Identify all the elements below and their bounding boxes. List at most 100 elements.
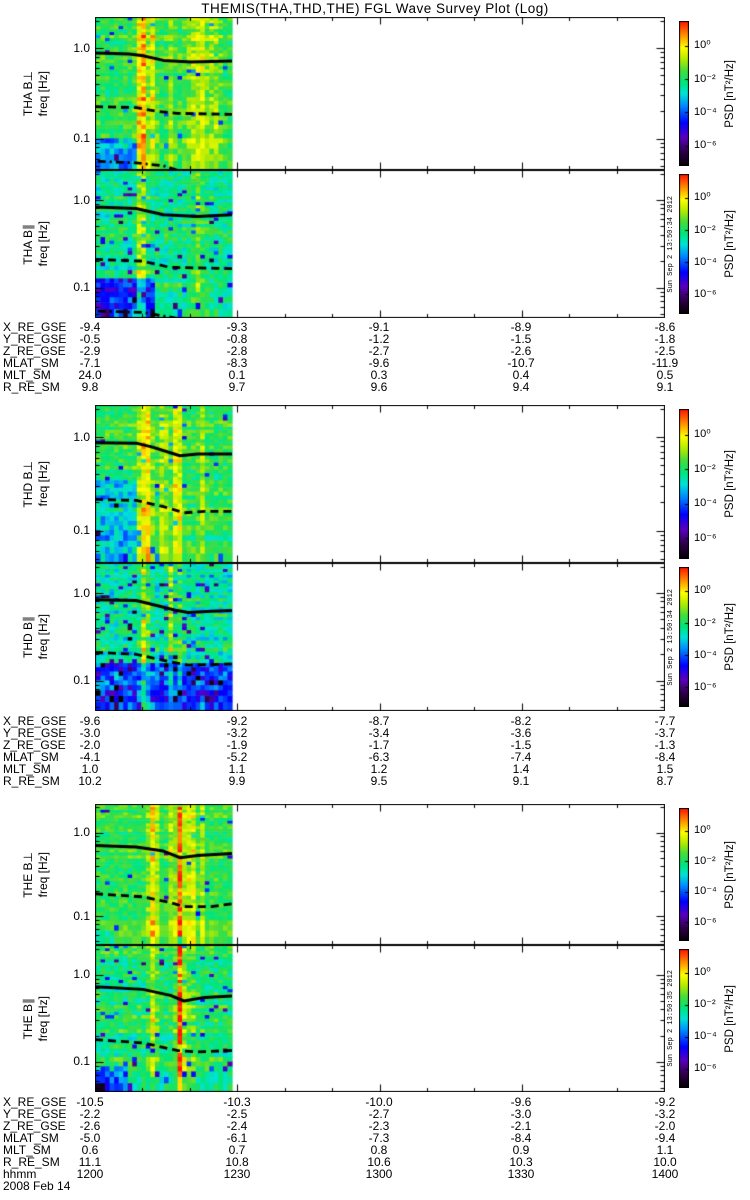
- ephemeris-value: 1.4: [512, 762, 530, 776]
- timestamp-text: Sun Sep 2 13:50:35 2012: [666, 970, 675, 1067]
- ephemeris-value: -8.3: [226, 356, 248, 370]
- ephemeris-value: -8.4: [510, 1131, 532, 1145]
- panel-name-label: THE B⊥: [20, 851, 35, 898]
- colorbar-tick-label: 10⁻²: [694, 462, 716, 475]
- ephemeris-value: -2.5: [226, 1107, 248, 1121]
- colorbar-tick-label: 10⁻²: [694, 616, 716, 629]
- ephemeris-value: -4.1: [79, 750, 101, 764]
- ephemeris-value: -2.7: [368, 344, 390, 358]
- ephemeris-value: -7.3: [368, 1131, 390, 1145]
- ephemeris-row-label: hhmm: [3, 1167, 37, 1181]
- colorbar-tick-label: 10⁻⁶: [694, 1062, 717, 1075]
- freq-tick-label: 1.0: [73, 585, 90, 600]
- ephemeris-value: -9.3: [226, 320, 248, 334]
- ephemeris-value: 1.5: [656, 762, 674, 776]
- y-axis-label-group: THA B⊥ freq [Hz]: [14, 17, 58, 170]
- panel-the-bpar: THE B∥ freq [Hz] Sun Sep 2 13:50:35 2012…: [0, 945, 750, 1092]
- ephemeris-value: -9.4: [654, 1131, 676, 1145]
- ephemeris-row-mlt_sm: MLT_SM 24.0 0.1 0.3 0.4 0.5: [0, 369, 750, 381]
- ephemeris-value: 1400: [651, 1167, 679, 1181]
- ephemeris-table-the: X_RE_GSE -10.5 -10.3 -10.0 -9.6 -9.2 Y_RE_GSE -…: [0, 1096, 750, 1182]
- freq-tick-label: 1.0: [73, 192, 90, 207]
- ephemeris-value: 1.1: [228, 762, 246, 776]
- ephemeris-value: -8.6: [654, 320, 676, 334]
- ephemeris-row-label: Z_RE_GSE: [3, 344, 66, 358]
- ephemeris-value: 9.8: [81, 380, 99, 394]
- freq-tick-label: 0.1: [73, 280, 90, 295]
- ephemeris-value: -8.2: [510, 714, 532, 728]
- ephemeris-row-r_re_sm: R_RE_SM 9.8 9.7 9.6 9.4 9.1: [0, 381, 750, 393]
- ephemeris-value: -10.0: [365, 1095, 393, 1109]
- ephemeris-value: 1200: [76, 1167, 104, 1181]
- ephemeris-row-z_re_gse: Z_RE_GSE -2.0 -1.9 -1.7 -1.5 -1.3: [0, 739, 750, 751]
- ephemeris-value: 1330: [507, 1167, 535, 1181]
- freq-axis-label: freq [Hz]: [35, 614, 50, 660]
- ephemeris-row-label: R_RE_SM: [3, 774, 60, 788]
- ephemeris-value: -0.5: [79, 332, 101, 346]
- freq-tick-label: 0.1: [73, 131, 90, 146]
- colorbar-the-bperp: [679, 808, 689, 941]
- ephemeris-row-y_re_gse: Y_RE_GSE -3.0 -3.2 -3.4 -3.6 -3.7: [0, 727, 750, 739]
- ephemeris-value: -2.9: [79, 344, 101, 358]
- ephemeris-value: 8.7: [656, 774, 674, 788]
- freq-axis-label: freq [Hz]: [35, 995, 50, 1042]
- ephemeris-value: -9.1: [368, 320, 390, 334]
- ephemeris-table-tha: X_RE_GSE -9.4 -9.3 -9.1 -8.9 -8.6 Y_RE_GSE -0.5…: [0, 321, 750, 395]
- ephemeris-value: -2.8: [226, 344, 248, 358]
- colorbar-tick-label: 10⁰: [694, 584, 711, 597]
- ephemeris-value: -3.2: [654, 1107, 676, 1121]
- colorbar-tick-label: 10⁻²: [694, 854, 716, 867]
- colorbar-tick-label: 10⁻⁴: [694, 1030, 717, 1043]
- panel-thd-bperp: THD B⊥ freq [Hz] PSD [nT²/Hz] 1.0 0.1 10⁰ 1…: [0, 405, 750, 563]
- y-axis-label-group: THE B∥ freq [Hz]: [14, 945, 58, 1092]
- freq-tick-label: 0.1: [73, 673, 90, 688]
- ephemeris-row-r_re_sm: R_RE_SM 10.2 9.9 9.5 9.1 8.7: [0, 775, 750, 787]
- ephemeris-row-label: X_RE_GSE: [3, 714, 67, 728]
- ephemeris-row-label: MLAT_SM: [3, 356, 59, 370]
- panel-name-label: THD B∥: [20, 616, 35, 658]
- ephemeris-row-mlat_sm: MLAT_SM -5.0 -6.1 -7.3 -8.4 -9.4: [0, 1132, 750, 1144]
- panel-tha-bperp: THA B⊥ freq [Hz] PSD [nT²/Hz] 1.0 0.1 10⁰ 1…: [0, 17, 750, 170]
- ephemeris-row-label: R_RE_SM: [3, 1155, 60, 1169]
- ephemeris-row-x_re_gse: X_RE_GSE -10.5 -10.3 -10.0 -9.6 -9.2: [0, 1096, 750, 1108]
- ephemeris-value: 0.7: [228, 1143, 246, 1157]
- ephemeris-row-label: Z_RE_GSE: [3, 738, 66, 752]
- ephemeris-value: -2.1: [510, 1119, 532, 1133]
- ephemeris-value: 9.5: [370, 774, 388, 788]
- colorbar-tha-bperp: [679, 21, 689, 166]
- freq-tick-label: 1.0: [73, 40, 90, 55]
- ephemeris-value: 0.5: [656, 368, 674, 382]
- freq-tick-label: 0.1: [73, 523, 90, 538]
- ephemeris-value: -1.3: [654, 738, 676, 752]
- ephemeris-value: -2.7: [368, 1107, 390, 1121]
- freq-axis-label: freq [Hz]: [35, 461, 50, 507]
- ephemeris-value: -3.6: [510, 726, 532, 740]
- ephemeris-value: 1.2: [370, 762, 388, 776]
- ephemeris-value: -7.7: [654, 714, 676, 728]
- spectrogram-tha-bperp: [95, 17, 665, 170]
- colorbar-tha-bpar: [679, 174, 689, 314]
- spectrogram-thd-bpar: [95, 563, 665, 711]
- y-axis-label-group: THD B⊥ freq [Hz]: [14, 405, 58, 563]
- ephemeris-value: -0.8: [226, 332, 248, 346]
- ephemeris-value: 9.6: [370, 380, 388, 394]
- ephemeris-value: -6.3: [368, 750, 390, 764]
- ephemeris-value: -7.4: [510, 750, 532, 764]
- timestamp-text: Sun Sep 2 13:50:34 2012: [666, 588, 675, 686]
- ephemeris-value: 0.9: [512, 1143, 530, 1157]
- ephemeris-value: 0.6: [81, 1143, 99, 1157]
- ephemeris-row-label: X_RE_GSE: [3, 320, 67, 334]
- ephemeris-row-y_re_gse: Y_RE_GSE -2.2 -2.5 -2.7 -3.0 -3.2: [0, 1108, 750, 1120]
- colorbar-tick-label: 10⁻²: [694, 998, 716, 1011]
- freq-tick-label: 0.1: [73, 908, 90, 923]
- y-axis-label-group: THD B∥ freq [Hz]: [14, 563, 58, 711]
- ephemeris-value: -5.0: [79, 1131, 101, 1145]
- ephemeris-row-label: Y_RE_GSE: [3, 726, 67, 740]
- ephemeris-row-label: Y_RE_GSE: [3, 1107, 67, 1121]
- plot-title: THEMIS(THA,THD,THE) FGL Wave Survey Plot…: [201, 1, 549, 16]
- panel-thd-bpar: THD B∥ freq [Hz] Sun Sep 2 13:50:34 2012…: [0, 563, 750, 711]
- ephemeris-value: -9.2: [654, 1095, 676, 1109]
- ephemeris-value: 10.0: [653, 1155, 677, 1169]
- ephemeris-value: -8.7: [368, 714, 390, 728]
- ephemeris-row-label: X_RE_GSE: [3, 1095, 67, 1109]
